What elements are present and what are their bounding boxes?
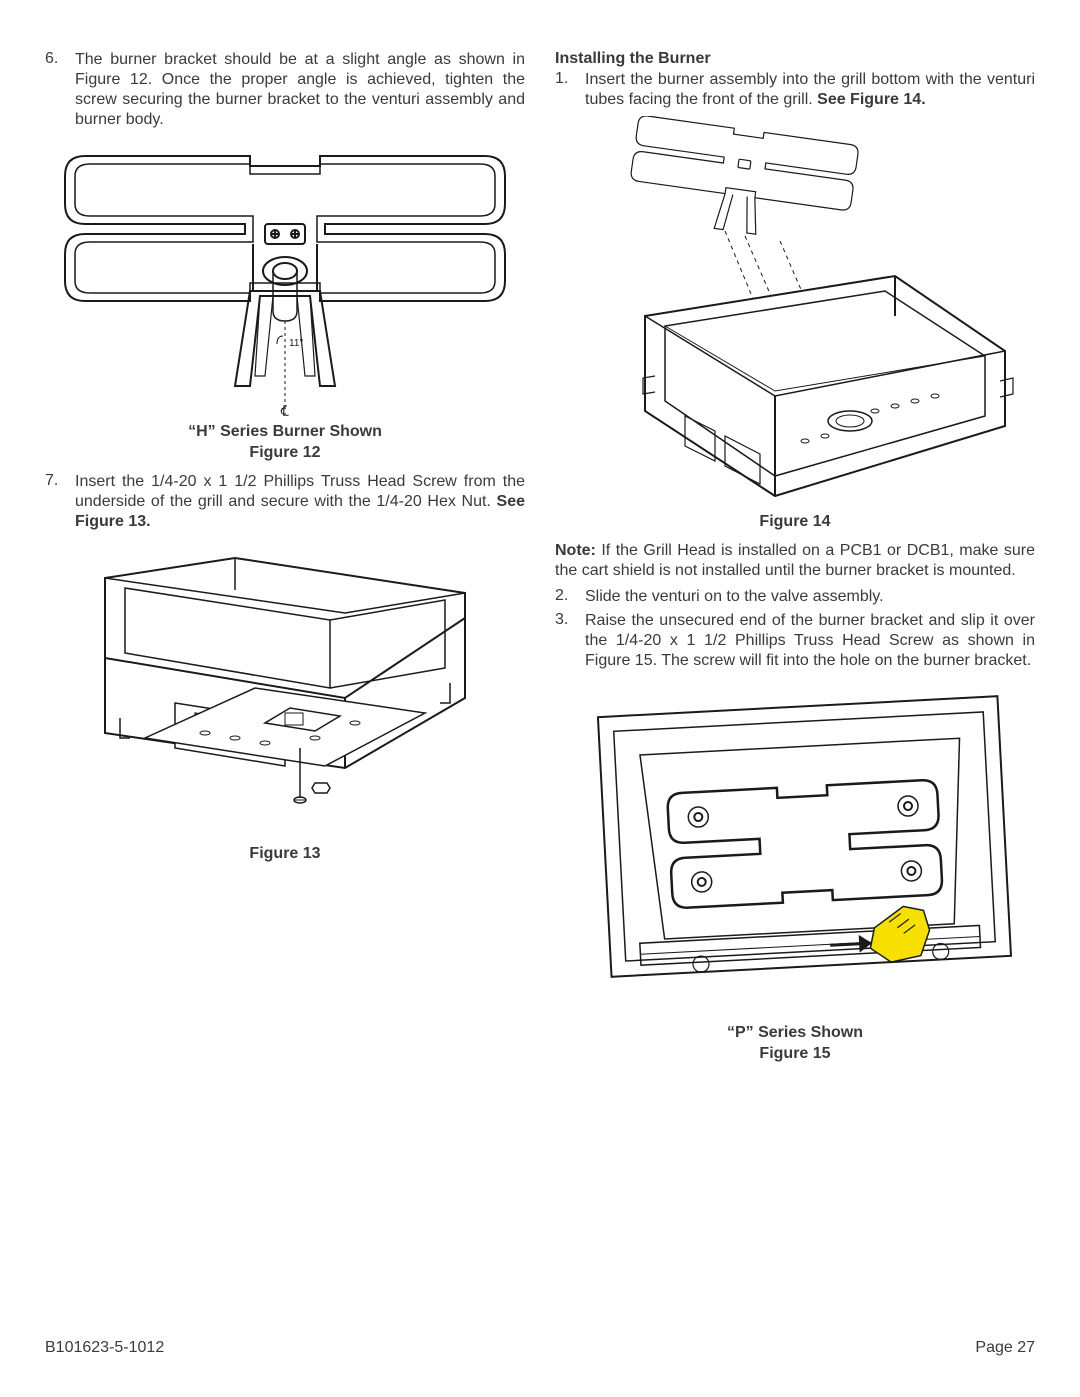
footer-page-num: Page 27 [975,1339,1035,1357]
step-r2-num: 2. [555,587,585,607]
step-r1-num: 1. [555,70,585,110]
step-6-num: 6. [45,50,75,130]
figure-15-caption: “P” Series Shown Figure 15 [555,1023,1035,1065]
step-r3-text: Raise the unsecured end of the burner br… [585,611,1035,671]
footer-doc-id: B101623-5-1012 [45,1339,164,1357]
step-6-text: The burner bracket should be at a slight… [75,50,525,130]
figure-13-caption: Figure 13 [45,844,525,865]
figure-14 [555,116,1035,506]
svg-text:℄: ℄ [280,405,289,416]
note-text: Note: If the Grill Head is installed on … [555,541,1035,581]
step-7-text: Insert the 1/4-20 x 1 1/2 Phillips Truss… [75,472,525,532]
step-6: 6. The burner bracket should be at a sli… [45,50,525,130]
step-r2-text: Slide the venturi on to the valve assemb… [585,587,1035,607]
page-footer: B101623-5-1012 Page 27 [45,1339,1035,1357]
step-7: 7. Insert the 1/4-20 x 1 1/2 Phillips Tr… [45,472,525,532]
left-column: 6. The burner bracket should be at a sli… [45,50,525,1072]
step-r3-num: 3. [555,611,585,671]
step-r2: 2. Slide the venturi on to the valve ass… [555,587,1035,607]
right-column: Installing the Burner 1. Insert the burn… [555,50,1035,1072]
figure-12-caption: “H” Series Burner Shown Figure 12 [45,422,525,464]
svg-text:11°: 11° [289,338,303,349]
figure-14-caption: Figure 14 [555,512,1035,533]
step-r1: 1. Insert the burner assembly into the g… [555,70,1035,110]
figure-15 [555,677,1035,1017]
step-7-num: 7. [45,472,75,532]
figure-13 [45,538,525,838]
figure-12: 11° ℄ [45,136,525,416]
step-r3: 3. Raise the unsecured end of the burner… [555,611,1035,671]
heading-installing-burner: Installing the Burner [555,50,1035,68]
step-r1-text: Insert the burner assembly into the gril… [585,70,1035,110]
